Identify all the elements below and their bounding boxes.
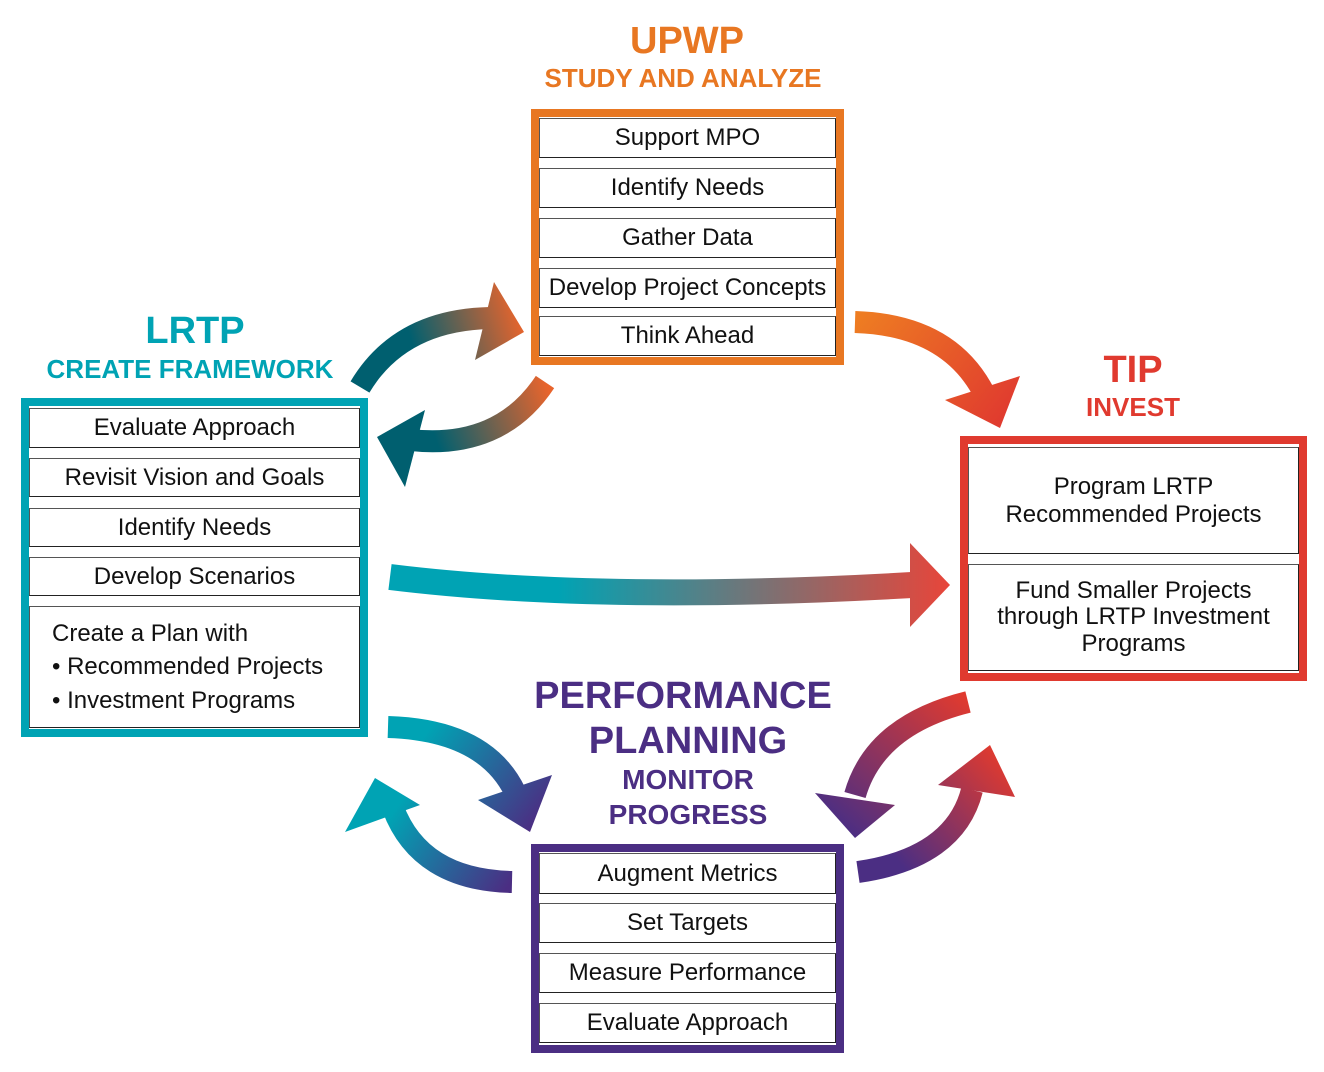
- tip-panel: Program LRTP Recommended Projects Fund S…: [960, 436, 1307, 681]
- lrtp-item: Identify Needs: [29, 508, 360, 547]
- performance-subtitle-line1: MONITOR: [622, 764, 754, 795]
- arrow-performance-to-lrtp: [345, 778, 513, 893]
- lrtp-item: Develop Scenarios: [29, 557, 360, 596]
- lrtp-plan-item: Create a Plan with • Recommended Project…: [29, 606, 360, 728]
- tip-item: Fund Smaller Projects through LRTP Inves…: [968, 564, 1299, 671]
- tip-item-line: Program LRTP: [1053, 472, 1214, 500]
- tip-item-line: Programs: [1081, 629, 1186, 657]
- lrtp-panel: Evaluate Approach Revisit Vision and Goa…: [21, 398, 368, 737]
- upwp-item: Gather Data: [539, 218, 836, 258]
- arrow-upwp-to-lrtp: [377, 375, 555, 487]
- tip-item-line: Recommended Projects: [1005, 500, 1262, 528]
- arrow-lrtp-to-performance: [387, 716, 552, 832]
- arrow-lrtp-to-tip: [388, 543, 950, 627]
- arrow-tip-to-performance: [815, 691, 971, 838]
- plan-bullet: • Recommended Projects: [52, 653, 324, 681]
- performance-item: Evaluate Approach: [539, 1003, 836, 1043]
- plan-bullet: • Investment Programs: [52, 686, 296, 714]
- tip-title: TIP: [1103, 349, 1163, 391]
- performance-subtitle-line2: PROGRESS: [608, 799, 768, 830]
- performance-item: Set Targets: [539, 903, 836, 943]
- upwp-item: Support MPO: [539, 118, 836, 158]
- tip-item-line: Fund Smaller Projects: [1015, 576, 1252, 604]
- upwp-title: UPWP: [630, 20, 744, 62]
- plan-lead: Create a Plan with: [52, 619, 249, 647]
- tip-item: Program LRTP Recommended Projects: [968, 447, 1299, 554]
- lrtp-subtitle: CREATE FRAMEWORK: [46, 354, 334, 384]
- arrow-lrtp-to-upwp: [350, 282, 524, 393]
- upwp-item: Think Ahead: [539, 316, 836, 356]
- performance-title-line1: PERFORMANCE: [534, 675, 832, 717]
- lrtp-title: LRTP: [145, 310, 245, 352]
- performance-panel: Augment Metrics Set Targets Measure Perf…: [531, 844, 844, 1053]
- performance-item: Measure Performance: [539, 953, 836, 993]
- upwp-item: Develop Project Concepts: [539, 268, 836, 308]
- lrtp-item: Revisit Vision and Goals: [29, 458, 360, 497]
- performance-item: Augment Metrics: [539, 853, 836, 894]
- performance-title-line2: PLANNING: [588, 720, 788, 762]
- upwp-panel: Support MPO Identify Needs Gather Data D…: [531, 109, 844, 365]
- tip-subtitle: INVEST: [1086, 392, 1180, 422]
- arrow-performance-to-tip: [856, 745, 1015, 883]
- upwp-item: Identify Needs: [539, 168, 836, 208]
- arrow-upwp-to-tip: [854, 311, 1020, 428]
- tip-item-line: through LRTP Investment: [997, 603, 1270, 631]
- lrtp-item: Evaluate Approach: [29, 408, 360, 448]
- upwp-subtitle: STUDY AND ANALYZE: [544, 63, 822, 93]
